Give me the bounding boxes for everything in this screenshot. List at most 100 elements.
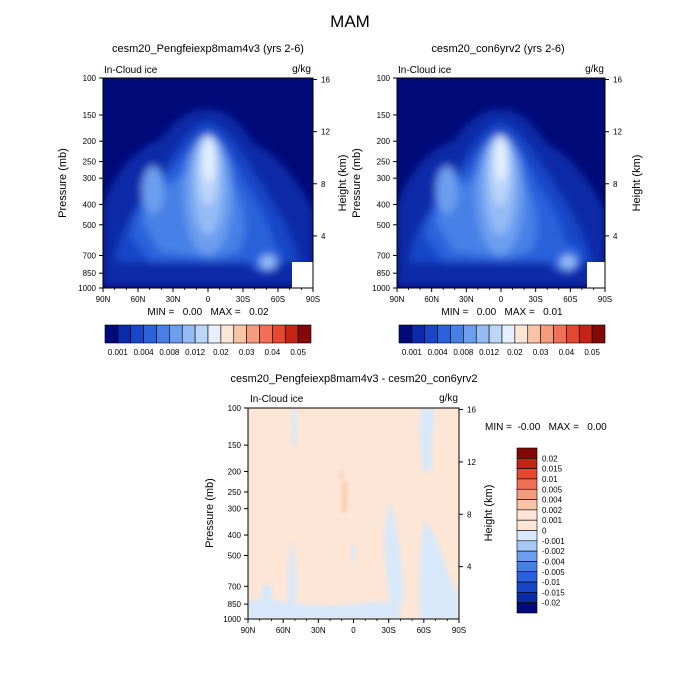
panel-title: cesm20_con6yrv2 (yrs 2-6)	[431, 43, 564, 55]
contour-sh-cell-core	[260, 255, 276, 269]
y-axis-label-right: Height (km)	[483, 485, 495, 542]
contour-field	[248, 408, 459, 619]
colorbar-label: 0.01	[542, 475, 558, 484]
colorbar-label: -0.005	[542, 568, 565, 577]
colorbar-swatch	[156, 324, 170, 344]
y-axis-label: Pressure (mb)	[351, 148, 363, 218]
y-axis-label-right: Height (km)	[631, 155, 643, 212]
y-axis: 100 150 200 250 300 400 500 700 850 1000	[223, 404, 248, 624]
missing-region	[587, 262, 605, 288]
y-tick-label: 500	[377, 221, 391, 230]
contour-field	[103, 78, 313, 288]
negative-region	[248, 599, 400, 619]
min-max-readout: MIN = 0.00 MAX = 0.02	[147, 307, 269, 318]
figure-title: MAM	[330, 12, 370, 31]
x-tick-label: 30N	[311, 626, 326, 635]
contour-field	[397, 78, 605, 288]
x-tick-label: 30N	[459, 295, 474, 304]
colorbar-swatch	[516, 530, 538, 542]
negative-region	[352, 545, 356, 560]
positive-region	[342, 482, 347, 512]
x-tick-label: 0	[206, 295, 211, 304]
panel-difference: cesm20_Pengfeiexp8mam4v3 - cesm20_con6yr…	[204, 373, 607, 635]
colorbar-swatch	[297, 324, 312, 344]
x-tick-label: 60S	[563, 295, 577, 304]
colorbar-swatch	[516, 468, 538, 480]
colorbar-label: 0.004	[428, 348, 449, 357]
variable-label: In-Cloud ice	[250, 394, 304, 405]
panel-control: cesm20_con6yrv2 (yrs 2-6) In-Cloud ice g…	[351, 43, 643, 357]
height-tick-label: 16	[613, 76, 622, 85]
colorbar-label: -0.02	[542, 599, 561, 608]
colorbar-swatch	[591, 324, 606, 344]
x-tick-label: 0	[351, 626, 356, 635]
height-tick-label: 4	[613, 232, 618, 241]
colorbar-swatch	[259, 324, 273, 344]
y-tick-label: 1000	[78, 284, 96, 293]
colorbar-swatch	[220, 324, 235, 344]
x-tick-label: 60N	[131, 295, 146, 304]
height-tick-label: 12	[321, 128, 330, 137]
colorbar-swatch	[398, 324, 413, 344]
colorbar-label: 0.05	[584, 348, 600, 357]
colorbar-swatch	[516, 519, 538, 531]
negative-region	[419, 408, 434, 472]
colorbar-swatch	[437, 324, 451, 344]
colorbar-label: 0.04	[265, 348, 281, 357]
colorbar-swatch	[516, 581, 538, 593]
y-tick-label: 500	[83, 221, 97, 230]
height-tick-label: 16	[321, 76, 330, 85]
y-tick-label: 850	[83, 269, 97, 278]
colorbar-swatch	[516, 488, 538, 500]
contour-sh-cell-core	[560, 255, 576, 269]
min-max-readout: MIN = -0.00 MAX = 0.00	[485, 422, 607, 433]
colorbar-label: 0.002	[542, 506, 563, 515]
y-axis: 100 150 200 250 300 400 500 700 850 1000	[78, 74, 103, 293]
x-tick-label: 60N	[276, 626, 291, 635]
colorbar-swatch	[488, 324, 503, 344]
y-tick-label: 150	[83, 111, 97, 120]
x-tick-label: 30S	[236, 295, 250, 304]
variable-label: In-Cloud ice	[104, 65, 158, 76]
height-axis: 4 8 12 16	[313, 76, 330, 241]
colorbar-label: -0.01	[542, 578, 561, 587]
colorbar-swatch	[117, 324, 132, 344]
x-tick-label: 30S	[382, 626, 396, 635]
x-tick-label: 90S	[452, 626, 466, 635]
positive-region	[340, 470, 342, 480]
colorbar-swatch	[516, 499, 538, 511]
y-tick-label: 100	[83, 74, 97, 83]
colorbar-label: 0.02	[213, 348, 229, 357]
y-tick-label: 700	[83, 251, 97, 260]
colorbar-label: 0.004	[542, 496, 563, 505]
y-tick-label: 500	[228, 551, 242, 560]
x-tick-label: 60S	[417, 626, 431, 635]
colorbar-swatch	[194, 324, 209, 344]
colorbar-label: -0.015	[542, 588, 565, 597]
contour-level-5b	[142, 166, 164, 214]
panel-experiment: cesm20_Pengfeiexp8mam4v3 (yrs 2-6) In-Cl…	[57, 43, 349, 357]
colorbar: 0.001 0.004 0.008 0.012 0.02 0.03 0.04 0.05	[104, 324, 312, 357]
y-tick-label: 250	[377, 158, 391, 167]
y-tick-label: 700	[228, 582, 242, 591]
y-axis: 100 150 200 250 300 400 500 700 850 1000	[372, 74, 397, 293]
colorbar-label: 0.03	[239, 348, 255, 357]
x-tick-label: 90N	[241, 626, 256, 635]
y-tick-label: 300	[83, 174, 97, 183]
colorbar-label: 0	[542, 527, 547, 536]
y-tick-label: 150	[377, 111, 391, 120]
colorbar-label: 0.05	[290, 348, 306, 357]
height-tick-label: 8	[613, 180, 618, 189]
missing-region	[292, 262, 313, 288]
contour-level-8	[495, 138, 507, 182]
variable-label: In-Cloud ice	[398, 65, 452, 76]
colorbar-swatch	[169, 324, 183, 344]
colorbar-swatch	[233, 324, 247, 344]
colorbar-swatch	[516, 592, 538, 603]
colorbar-label: 0.001	[108, 348, 129, 357]
height-tick-label: 8	[467, 510, 472, 519]
x-tick-label: 60N	[424, 295, 439, 304]
negative-region	[288, 540, 297, 605]
height-tick-label: 16	[467, 406, 476, 415]
